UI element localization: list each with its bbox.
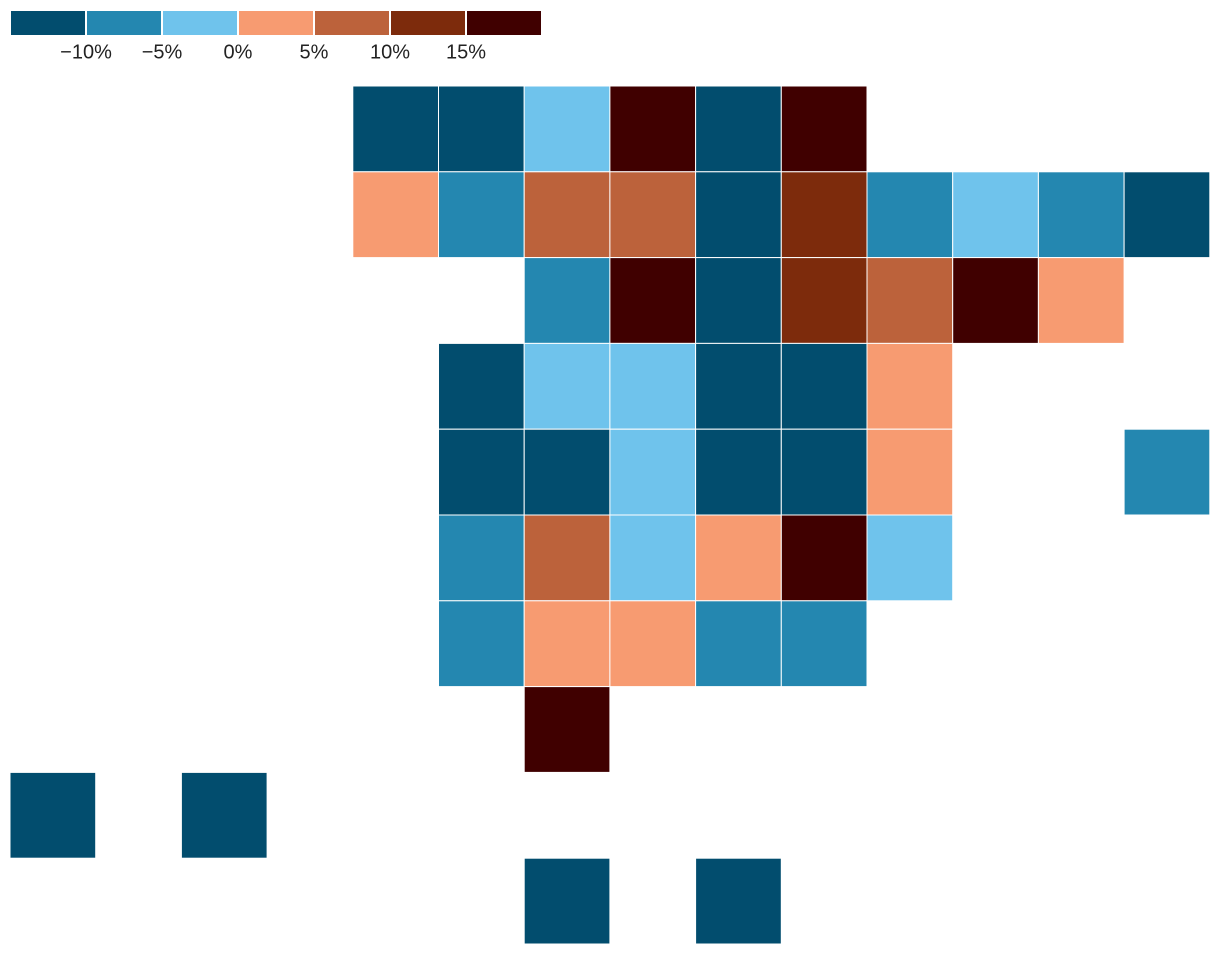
legend-swatch: [9, 9, 87, 37]
tile: [523, 257, 611, 344]
legend-swatch: [237, 9, 315, 37]
tile: [780, 257, 868, 344]
tile: [523, 600, 611, 688]
tile: [180, 771, 268, 859]
legend-swatch: [313, 9, 391, 37]
tile: [1123, 428, 1211, 516]
tile: [609, 514, 697, 602]
legend-swatch: [389, 9, 467, 37]
tile: [609, 428, 697, 516]
legend-label: −5%: [142, 41, 183, 63]
tile: [523, 428, 611, 516]
tile: [780, 428, 868, 516]
tile: [866, 428, 954, 516]
tile: [695, 171, 782, 259]
tile: [695, 342, 782, 430]
tile: [695, 600, 782, 688]
tile: [438, 514, 525, 602]
tile: [1123, 171, 1211, 259]
tile: [695, 428, 782, 516]
tile: [952, 257, 1039, 344]
tile: [352, 85, 439, 173]
legend-label: 10%: [370, 41, 410, 63]
tile: [952, 171, 1039, 259]
legend-label: 5%: [300, 41, 329, 63]
tile: [438, 171, 525, 259]
tile: [523, 85, 611, 173]
tile: [780, 342, 868, 430]
tile: [352, 171, 439, 259]
tile: [1037, 171, 1125, 259]
legend-label: −10%: [60, 41, 112, 63]
tile: [609, 342, 697, 430]
tile: [438, 342, 525, 430]
legend-swatch: [161, 9, 239, 37]
tile: [695, 85, 782, 173]
tile: [609, 257, 697, 344]
tile: [695, 257, 782, 344]
tile: [609, 171, 697, 259]
legend-swatch: [465, 9, 543, 37]
tile: [866, 171, 954, 259]
tile: [780, 600, 868, 688]
tile: [523, 514, 611, 602]
tile: [523, 342, 611, 430]
tile: [780, 514, 868, 602]
legend-swatch: [85, 9, 163, 37]
tile: [438, 85, 525, 173]
tile: [609, 600, 697, 688]
tile: [609, 85, 697, 173]
tile: [1037, 257, 1125, 344]
tile: [866, 257, 954, 344]
tile: [866, 514, 954, 602]
tile: [523, 857, 611, 945]
tile: [780, 85, 868, 173]
tile: [438, 600, 525, 688]
tile: [866, 342, 954, 430]
tile: [438, 428, 525, 516]
tile: [9, 771, 97, 859]
tile: [695, 514, 782, 602]
tile: [695, 857, 782, 945]
legend-label: 0%: [224, 41, 253, 63]
tile: [780, 171, 868, 259]
legend-label: 15%: [446, 41, 486, 63]
tile: [523, 171, 611, 259]
tile: [523, 686, 611, 773]
